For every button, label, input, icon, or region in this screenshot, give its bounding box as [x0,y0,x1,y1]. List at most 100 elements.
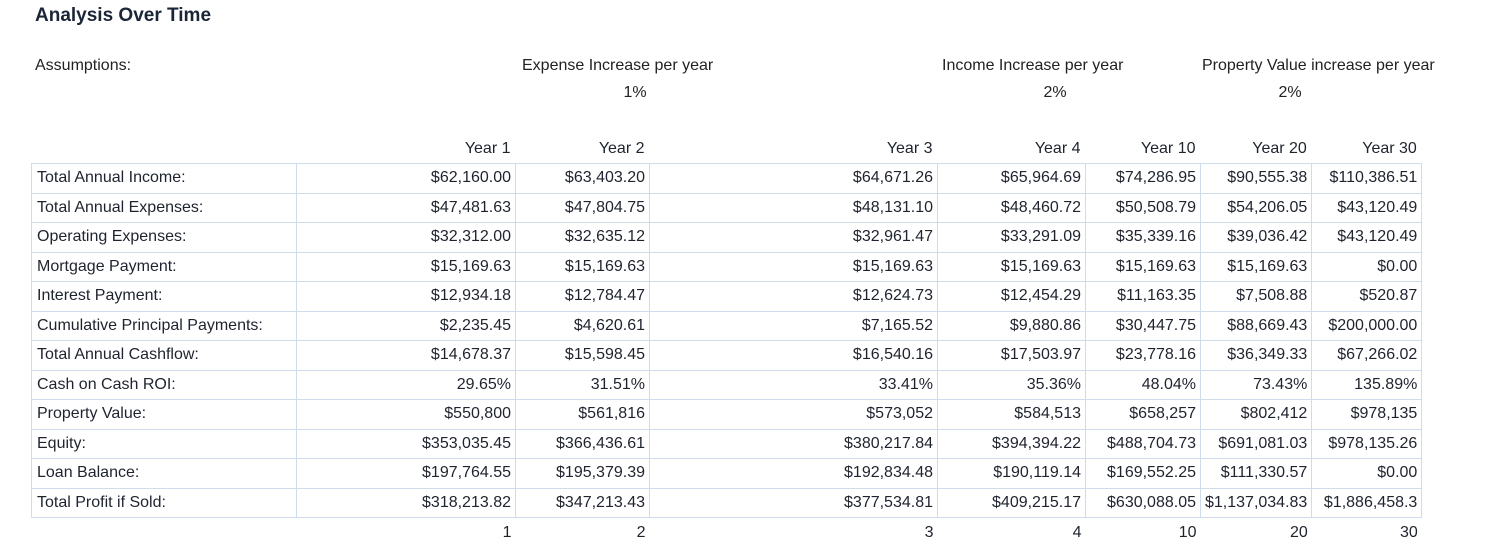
table-cell[interactable]: $802,412 [1201,400,1312,430]
table-cell[interactable]: $47,804.75 [516,193,650,223]
table-row: Interest Payment:$12,934.18$12,784.47$12… [32,282,1422,312]
table-cell[interactable]: $380,217.84 [650,429,938,459]
table-cell[interactable]: $195,379.39 [516,459,650,489]
table-cell[interactable]: $47,481.63 [297,193,516,223]
table-cell[interactable]: $377,534.81 [650,488,938,518]
table-cell[interactable]: $12,934.18 [297,282,516,312]
column-header: Year 10 [1086,134,1201,164]
table-cell[interactable]: $63,403.20 [516,164,650,194]
table-cell[interactable]: $50,508.79 [1086,193,1201,223]
table-cell[interactable]: $0.00 [1312,252,1422,282]
table-cell[interactable]: $33,291.09 [938,223,1086,253]
table-cell[interactable]: $691,081.03 [1201,429,1312,459]
table-cell[interactable]: $550,800 [297,400,516,430]
year-number: 4 [938,518,1086,547]
table-cell[interactable]: 33.41% [650,370,938,400]
table-cell[interactable]: $190,119.14 [938,459,1086,489]
table-cell[interactable]: $347,213.43 [516,488,650,518]
table-cell[interactable]: $978,135.26 [1312,429,1422,459]
table-cell[interactable]: $488,704.73 [1086,429,1201,459]
table-cell[interactable]: $35,339.16 [1086,223,1201,253]
table-row: Equity:$353,035.45$366,436.61$380,217.84… [32,429,1422,459]
table-cell[interactable]: 29.65% [297,370,516,400]
table-cell[interactable]: $110,386.51 [1312,164,1422,194]
table-cell[interactable]: $65,964.69 [938,164,1086,194]
table-cell[interactable]: $111,330.57 [1201,459,1312,489]
table-cell[interactable]: $409,215.17 [938,488,1086,518]
table-cell[interactable]: $318,213.82 [297,488,516,518]
table-cell[interactable]: $11,163.35 [1086,282,1201,312]
table-cell[interactable]: $15,169.63 [650,252,938,282]
table-cell[interactable]: 48.04% [1086,370,1201,400]
table-cell[interactable]: $88,669.43 [1201,311,1312,341]
table-cell[interactable]: $200,000.00 [1312,311,1422,341]
table-cell[interactable]: $4,620.61 [516,311,650,341]
table-cell[interactable]: $48,460.72 [938,193,1086,223]
table-cell[interactable]: $67,266.02 [1312,341,1422,371]
table-cell[interactable]: $17,503.97 [938,341,1086,371]
table-row: Mortgage Payment:$15,169.63$15,169.63$15… [32,252,1422,282]
expense-increase-label: Expense Increase per year [522,57,713,75]
row-label: Property Value: [32,400,297,430]
table-cell[interactable]: $394,394.22 [938,429,1086,459]
table-cell[interactable]: $32,961.47 [650,223,938,253]
table-cell[interactable]: $192,834.48 [650,459,938,489]
table-cell[interactable]: $197,764.55 [297,459,516,489]
table-cell[interactable]: $353,035.45 [297,429,516,459]
table-cell[interactable]: $15,169.63 [1086,252,1201,282]
table-cell[interactable]: $36,349.33 [1201,341,1312,371]
table-cell[interactable]: $630,088.05 [1086,488,1201,518]
table-cell[interactable]: $62,160.00 [297,164,516,194]
table-cell[interactable]: $7,165.52 [650,311,938,341]
table-cell[interactable]: $584,513 [938,400,1086,430]
table-cell[interactable]: $48,131.10 [650,193,938,223]
table-cell[interactable]: $64,671.26 [650,164,938,194]
table-cell[interactable]: $23,778.16 [1086,341,1201,371]
table-cell[interactable]: $9,880.86 [938,311,1086,341]
table-cell[interactable]: 35.36% [938,370,1086,400]
table-cell[interactable]: $978,135 [1312,400,1422,430]
table-cell[interactable]: $15,598.45 [516,341,650,371]
table-cell[interactable]: $573,052 [650,400,938,430]
table-cell[interactable]: $169,552.25 [1086,459,1201,489]
table-cell[interactable]: $658,257 [1086,400,1201,430]
table-cell[interactable]: $16,540.16 [650,341,938,371]
table-cell[interactable]: $32,635.12 [516,223,650,253]
table-cell[interactable]: $1,137,034.83 [1201,488,1312,518]
table-cell[interactable]: $15,169.63 [516,252,650,282]
table-cell[interactable]: $39,036.42 [1201,223,1312,253]
table-cell[interactable]: $54,206.05 [1201,193,1312,223]
table-cell[interactable]: $43,120.49 [1312,223,1422,253]
table-cell[interactable]: $14,678.37 [297,341,516,371]
table-cell[interactable]: 73.43% [1201,370,1312,400]
row-label: Operating Expenses: [32,223,297,253]
table-cell[interactable]: $30,447.75 [1086,311,1201,341]
table-cell[interactable]: $0.00 [1312,459,1422,489]
table-cell[interactable]: $2,235.45 [297,311,516,341]
table-cell[interactable]: $43,120.49 [1312,193,1422,223]
table-cell[interactable]: $561,816 [516,400,650,430]
column-header: Year 1 [297,134,516,164]
table-cell[interactable]: $12,454.29 [938,282,1086,312]
row-label: Cumulative Principal Payments: [32,311,297,341]
table-cell[interactable]: $366,436.61 [516,429,650,459]
table-cell[interactable]: $7,508.88 [1201,282,1312,312]
table-cell[interactable]: $15,169.63 [1201,252,1312,282]
table-cell[interactable]: $90,555.38 [1201,164,1312,194]
page-title: Analysis Over Time [35,5,211,27]
income-increase-label: Income Increase per year [942,57,1123,75]
table-cell[interactable]: $12,624.73 [650,282,938,312]
table-cell[interactable]: 135.89% [1312,370,1422,400]
table-cell[interactable]: $15,169.63 [938,252,1086,282]
table-cell[interactable]: $32,312.00 [297,223,516,253]
table-cell[interactable]: 31.51% [516,370,650,400]
row-label: Mortgage Payment: [32,252,297,282]
row-label: Interest Payment: [32,282,297,312]
table-cell[interactable]: $12,784.47 [516,282,650,312]
table-cell[interactable]: $1,886,458.3 [1312,488,1422,518]
table-cell[interactable]: $74,286.95 [1086,164,1201,194]
table-cell[interactable]: $520.87 [1312,282,1422,312]
table-cell[interactable]: $15,169.63 [297,252,516,282]
